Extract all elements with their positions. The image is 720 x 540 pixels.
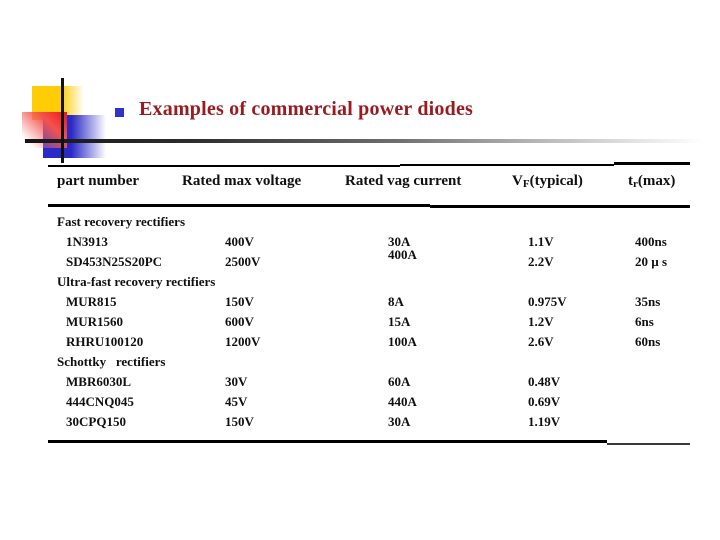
cell-tr: 60ns <box>635 334 661 349</box>
cell-vf: 0.975V <box>528 294 567 309</box>
table-top-border <box>48 165 400 167</box>
slide-title: Examples of commercial power diodes <box>139 98 474 120</box>
cell-current: 100A <box>388 334 417 349</box>
table-row: RHRU100120 1200V 100A 2.6V 60ns <box>48 332 690 352</box>
table-row-section: Fast recovery rectifiers <box>48 212 690 232</box>
cell-current: 8A <box>388 294 404 309</box>
cell-tr <box>623 392 690 412</box>
cell-current: 400A <box>388 247 417 262</box>
table-row-section: Schottky rectifiers <box>48 352 690 372</box>
cell-part-number: 444CNQ045 <box>66 394 134 409</box>
cell-voltage <box>180 272 343 292</box>
table-bottom-border <box>48 440 607 443</box>
cell-current: 30A <box>388 234 411 249</box>
cell-voltage: 150V <box>225 294 254 309</box>
cell-tr: 20 µ s <box>635 254 668 269</box>
cell-tr <box>623 412 690 432</box>
cell-current: 30A <box>388 414 411 429</box>
table-row: MUR1560 600V 15A 1.2V 6ns <box>48 312 690 332</box>
header-tr-prefix: t <box>628 173 633 189</box>
table-header-border <box>430 205 690 208</box>
cell-voltage: 2500V <box>225 254 261 269</box>
table-top-border <box>614 162 690 165</box>
cell-voltage: 150V <box>225 414 254 429</box>
cell-vf: 1.1V <box>528 234 554 249</box>
cell-part-number: 1N3913 <box>66 234 108 249</box>
logo-vertical-line <box>61 78 64 163</box>
cell-vf <box>506 352 623 372</box>
cell-tr <box>623 352 690 372</box>
header-vf-prefix: V <box>512 173 523 189</box>
header-vf-typical: VF(typical) <box>506 173 623 203</box>
section-label: Fast recovery rectifiers <box>57 214 186 229</box>
header-part-number: part number <box>57 173 140 189</box>
cell-current <box>343 272 506 292</box>
cell-voltage: 1200V <box>225 334 261 349</box>
cell-current: 60A <box>388 374 411 389</box>
title-bullet-icon <box>115 108 124 117</box>
cell-tr <box>623 272 690 292</box>
cell-part-number: RHRU100120 <box>66 334 144 349</box>
cell-vf: 2.6V <box>528 334 554 349</box>
cell-vf: 2.2V <box>528 254 554 269</box>
cell-voltage: 400V <box>225 234 254 249</box>
header-max-voltage: Rated max voltage <box>182 173 302 189</box>
cell-part-number: MUR815 <box>66 294 117 309</box>
cell-voltage: 45V <box>225 394 248 409</box>
header-vf-subscript: F <box>522 178 530 190</box>
header-tr-max: tr(max) <box>623 173 690 203</box>
table-row: MUR815 150V 8A 0.975V 35ns <box>48 292 690 312</box>
cell-tr: 35ns <box>635 294 661 309</box>
section-label: Ultra-fast recovery rectifiers <box>57 274 216 289</box>
cell-vf: 1.2V <box>528 314 554 329</box>
cell-vf: 0.48V <box>528 374 561 389</box>
header-vf-suffix: (typical) <box>529 173 583 189</box>
cell-part-number: MUR1560 <box>66 314 124 329</box>
section-label: Schottky rectifiers <box>57 354 166 369</box>
cell-tr: 400ns <box>635 234 667 249</box>
cell-vf <box>506 212 623 232</box>
table-top-border <box>400 164 614 166</box>
cell-tr: 6ns <box>635 314 654 329</box>
cell-vf: 1.19V <box>528 414 561 429</box>
table-row: MBR6030L 30V 60A 0.48V <box>48 372 690 392</box>
table-row: 444CNQ045 45V 440A 0.69V <box>48 392 690 412</box>
cell-vf <box>506 272 623 292</box>
table-body: Fast recovery rectifiers 1N3913 400V 30A… <box>48 212 690 432</box>
cell-vf: 0.69V <box>528 394 561 409</box>
cell-voltage <box>180 212 343 232</box>
header-avg-current: Rated vag current <box>345 173 462 189</box>
cell-part-number: 30CPQ150 <box>66 414 126 429</box>
diode-table: part number Rated max voltage Rated vag … <box>48 162 690 448</box>
table-row: 1N3913 400V 30A 1.1V 400ns <box>48 232 690 252</box>
table-bottom-border <box>607 443 690 445</box>
cell-current <box>343 352 506 372</box>
table-row: SD453N25S20PC 2500V 400A 2.2V 20 µ s <box>48 247 690 272</box>
table-row-section: Ultra-fast recovery rectifiers <box>48 272 690 292</box>
table-header-border <box>48 204 430 207</box>
cell-voltage: 30V <box>225 374 248 389</box>
table-row: 30CPQ150 150V 30A 1.19V <box>48 412 690 432</box>
cell-current: 15A <box>388 314 411 329</box>
cell-current <box>343 212 506 232</box>
header-tr-suffix: (max) <box>637 173 676 189</box>
cell-part-number: MBR6030L <box>66 374 131 389</box>
cell-voltage: 600V <box>225 314 254 329</box>
cell-tr <box>623 372 690 392</box>
cell-part-number: SD453N25S20PC <box>66 254 163 269</box>
cell-current: 440A <box>388 394 417 409</box>
header-tr-subscript: r <box>633 178 638 190</box>
table-header-row: part number Rated max voltage Rated vag … <box>48 173 690 203</box>
cell-tr <box>623 212 690 232</box>
cell-voltage <box>180 352 343 372</box>
title-divider-line <box>25 139 703 143</box>
